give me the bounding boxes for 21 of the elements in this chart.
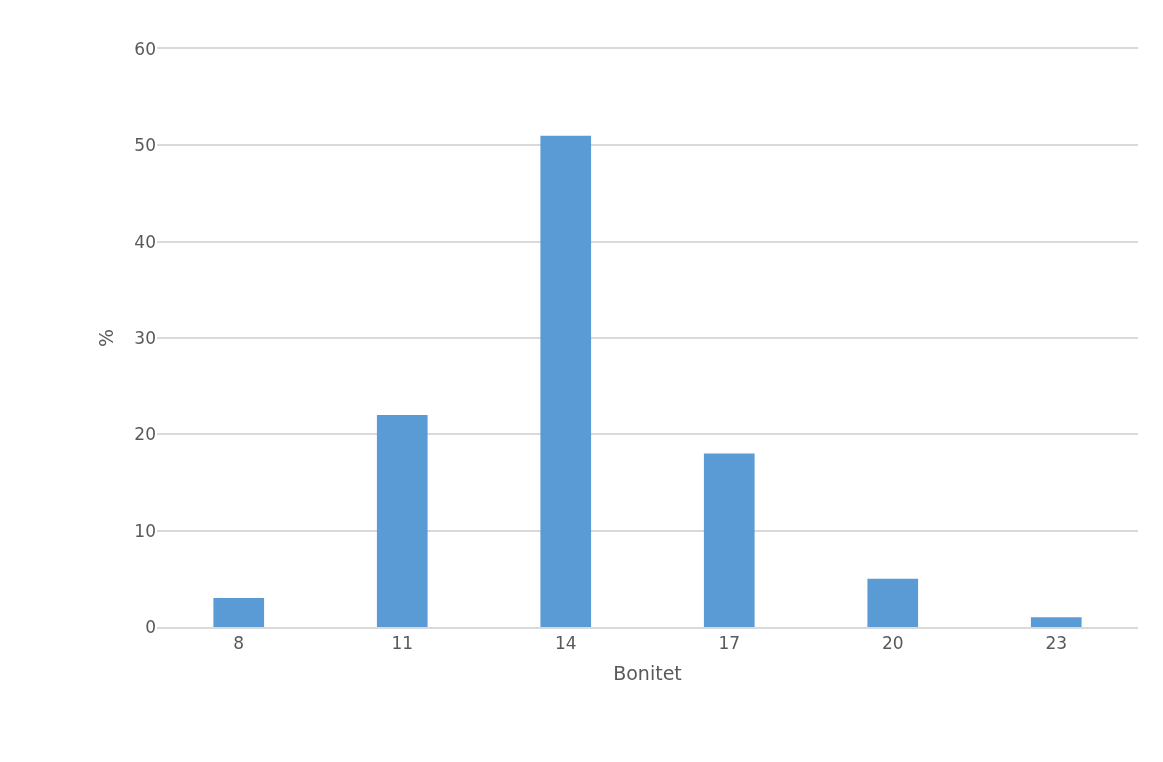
y-axis-title: % — [95, 328, 118, 348]
x-tick-label: 23 — [1045, 633, 1068, 654]
x-tick-label: 14 — [554, 633, 577, 654]
bar — [213, 598, 265, 627]
x-tick-label: 11 — [391, 633, 414, 654]
bar — [540, 135, 592, 627]
x-tick-label: 20 — [881, 633, 904, 654]
bar — [376, 415, 428, 627]
bar — [867, 578, 919, 627]
y-tick-label: 40 — [134, 231, 156, 252]
y-tick-label: 30 — [134, 327, 156, 348]
y-tick-label: 0 — [145, 616, 156, 637]
y-tick-label: 60 — [134, 38, 156, 59]
y-tick-label: 20 — [134, 424, 156, 445]
y-tick-label: 50 — [134, 135, 156, 156]
x-tick-label: 17 — [718, 633, 741, 654]
x-axis-title: Bonitet — [613, 662, 682, 685]
y-tick-label: 10 — [134, 520, 156, 541]
bar — [1030, 617, 1082, 627]
bar — [703, 453, 755, 627]
x-tick-label: 8 — [233, 633, 245, 654]
